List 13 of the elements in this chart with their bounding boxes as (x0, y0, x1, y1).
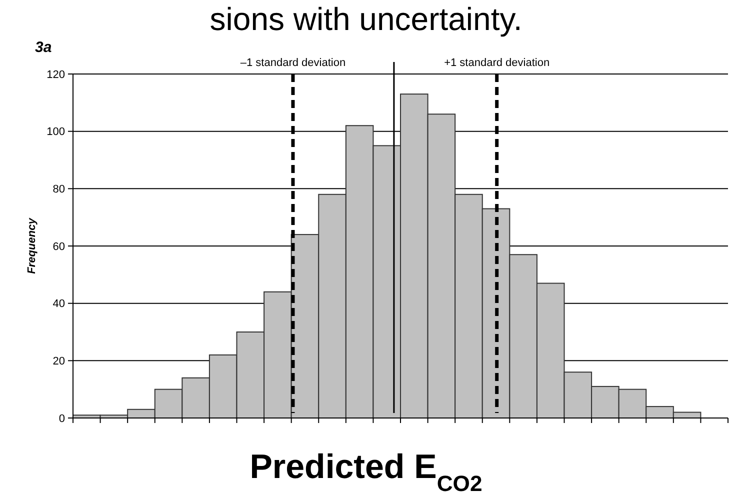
y-tick-label: 80 (52, 184, 65, 196)
text: 3a (35, 39, 52, 56)
y-tick-label: 120 (46, 68, 65, 81)
y-tick-label: 0 (58, 412, 65, 425)
text: –1 standard deviation (240, 57, 346, 69)
x-axis-title: Predicted E$_{CO2}$ (250, 448, 482, 496)
y-tick-label: 40 (52, 298, 65, 310)
text: +1 standard deviation (444, 57, 550, 69)
chart-title: sions with uncertainty. (210, 1, 522, 37)
y-tick-label: 100 (46, 126, 65, 138)
y-tick-label: 20 (52, 356, 65, 368)
y-tick-label: 60 (52, 240, 65, 253)
y-axis-title: Frequency (26, 217, 38, 274)
